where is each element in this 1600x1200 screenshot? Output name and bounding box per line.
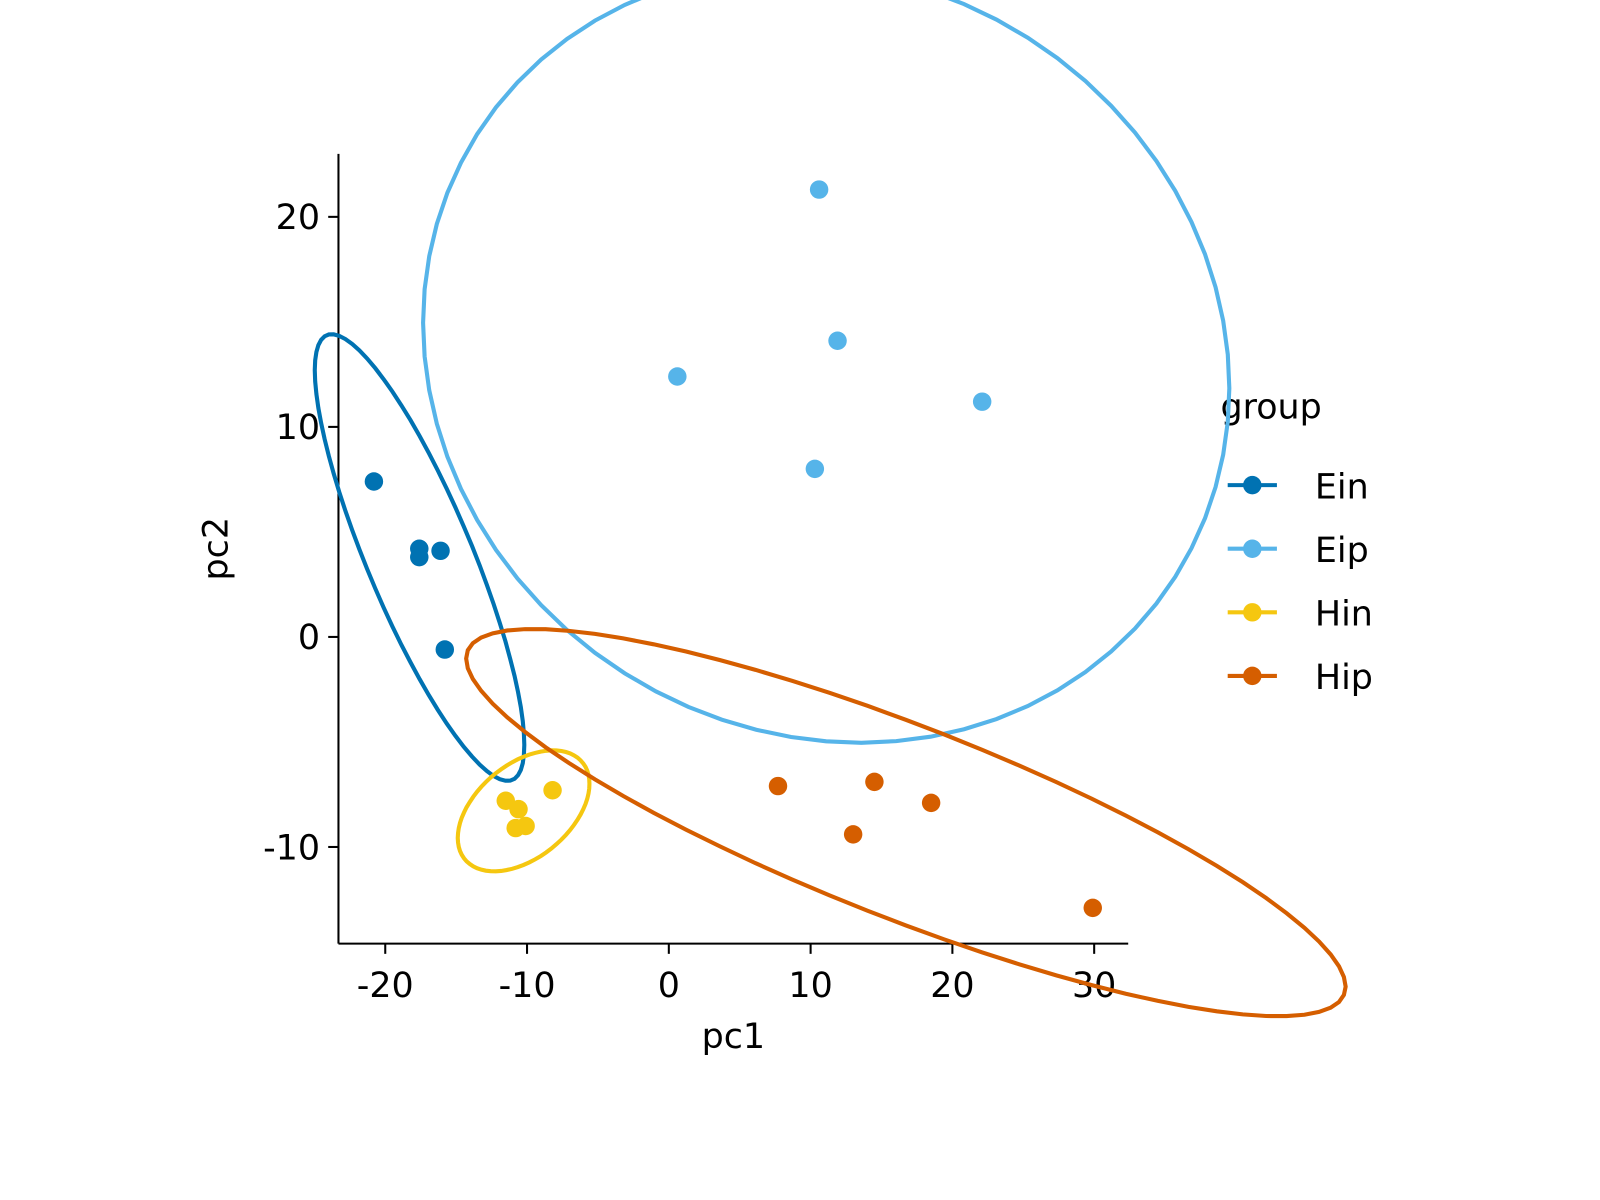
point bbox=[972, 392, 992, 411]
y-axis-label: pc2 bbox=[197, 517, 237, 580]
point bbox=[516, 816, 535, 836]
legend-label: Hin bbox=[1315, 595, 1373, 635]
x-tick-label: 20 bbox=[930, 966, 974, 1006]
legend-label: Eip bbox=[1315, 531, 1369, 571]
point bbox=[809, 180, 829, 199]
y-tick-label: -10 bbox=[263, 828, 320, 868]
x-tick-label: 10 bbox=[788, 966, 832, 1006]
ellipse bbox=[421, 0, 1232, 745]
point bbox=[843, 825, 863, 844]
point bbox=[921, 793, 941, 813]
ellipse bbox=[464, 627, 1348, 1019]
point bbox=[435, 640, 455, 659]
legend-marker bbox=[1243, 539, 1262, 558]
legend-marker bbox=[1243, 666, 1262, 686]
point bbox=[410, 547, 429, 567]
y-tick-label: 10 bbox=[276, 408, 320, 448]
legend-label: Ein bbox=[1315, 467, 1369, 507]
point bbox=[543, 781, 562, 800]
x-tick-label: 0 bbox=[658, 966, 680, 1006]
x-axis-label: pc1 bbox=[702, 1017, 765, 1057]
point bbox=[1083, 898, 1102, 918]
point bbox=[865, 772, 884, 792]
x-tick-label: -10 bbox=[499, 966, 556, 1006]
ellipse bbox=[455, 748, 592, 874]
point bbox=[431, 541, 450, 561]
point bbox=[805, 459, 825, 479]
legend-label: Hip bbox=[1315, 658, 1373, 698]
point bbox=[768, 776, 788, 796]
legend-marker bbox=[1243, 475, 1262, 495]
ellipse bbox=[312, 332, 527, 783]
point bbox=[828, 331, 847, 351]
point bbox=[364, 472, 384, 491]
y-tick-label: 20 bbox=[276, 198, 320, 238]
x-tick-label: -20 bbox=[357, 966, 414, 1006]
point bbox=[509, 799, 528, 819]
legend-marker bbox=[1243, 603, 1262, 622]
legend-title: group bbox=[1221, 387, 1322, 427]
y-tick-label: 0 bbox=[298, 618, 320, 658]
point bbox=[668, 367, 687, 386]
